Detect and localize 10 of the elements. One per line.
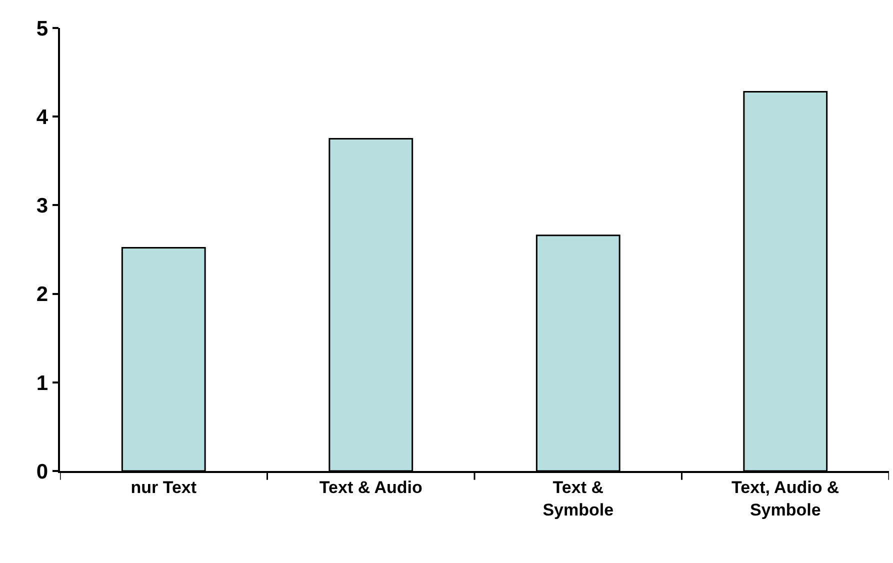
x-tick-label: Text & Audio: [319, 478, 422, 498]
y-tick-label: 2: [36, 283, 48, 306]
y-tick-label: 0: [36, 460, 48, 484]
x-tick-label: nur Text: [130, 478, 197, 498]
x-tick-label: Text & Symbole: [542, 478, 614, 520]
y-tick-label: 1: [36, 372, 48, 395]
y-tick-label: 3: [36, 194, 48, 218]
x-tick-label: Text, Audio & Symbole: [732, 478, 840, 520]
y-tick-label: 4: [36, 106, 48, 129]
y-tick-label: 5: [36, 17, 48, 40]
